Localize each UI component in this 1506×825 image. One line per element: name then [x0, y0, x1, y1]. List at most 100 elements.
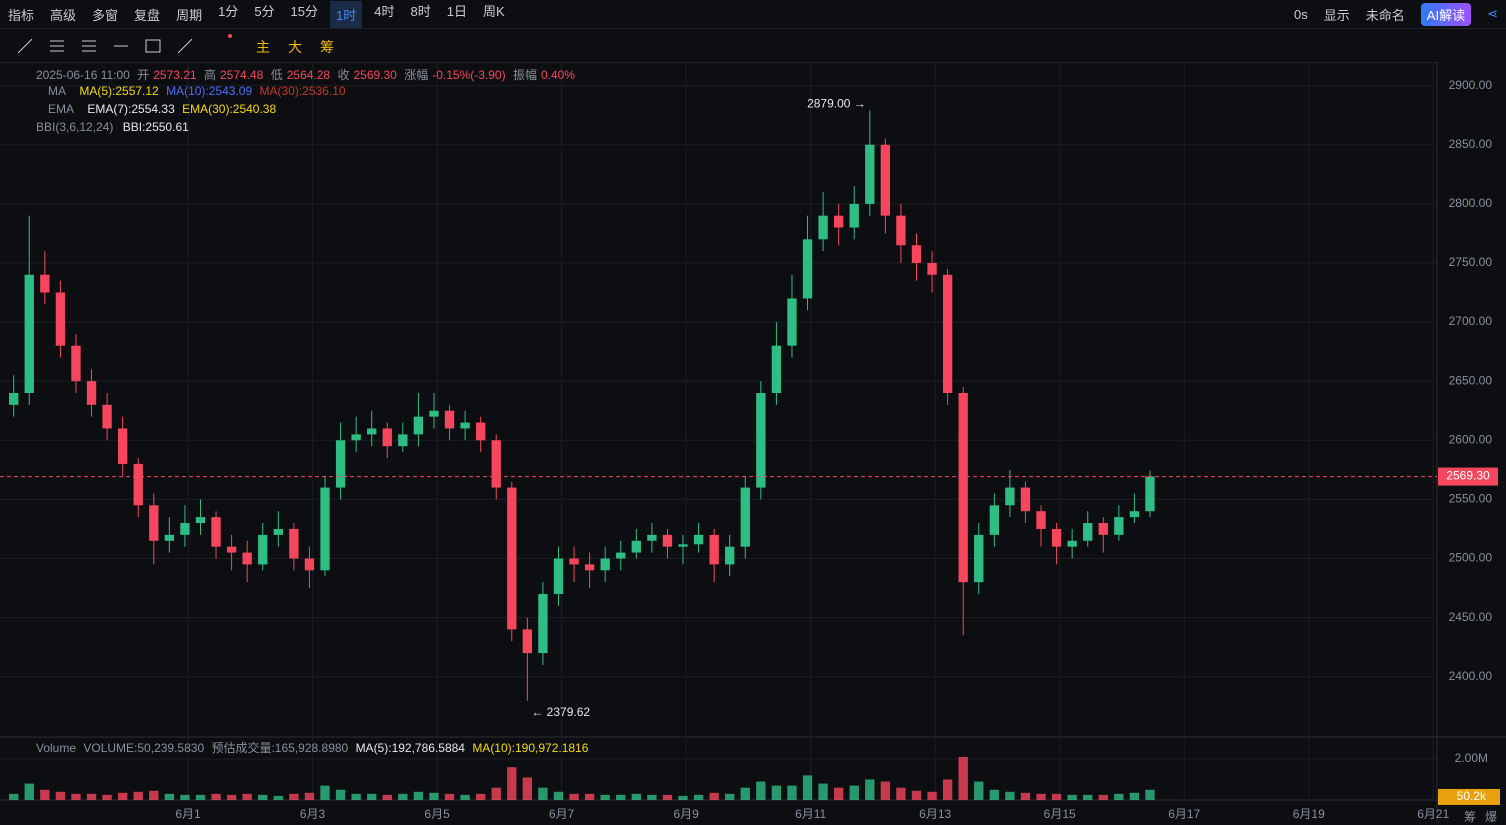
interval[interactable]: 8时	[410, 3, 431, 19]
volume-bar	[974, 781, 984, 800]
volume-bar	[1051, 793, 1062, 800]
tool[interactable]: 指标	[8, 7, 35, 23]
tool[interactable]: 0s	[1294, 6, 1308, 22]
volume-bar	[71, 793, 81, 800]
volume-bar	[927, 791, 937, 800]
candle-body	[164, 534, 175, 541]
volume-bar	[616, 794, 626, 800]
volume-bar	[1114, 793, 1124, 800]
tool[interactable]: 复盘	[134, 7, 161, 23]
y-tick-label: 2750.00	[1449, 255, 1493, 269]
volume-bar	[1067, 794, 1077, 800]
ema-legend: EMA EMA(7):2554.33 EMA(30):2540.38	[48, 102, 280, 116]
volume-bar	[475, 793, 486, 800]
volume-bar	[117, 792, 128, 800]
candle-body	[1036, 511, 1046, 529]
candle-body	[1020, 487, 1031, 512]
volume-bar	[367, 793, 377, 800]
ma-legend: MA MA(5):2557.12 MA(10):2543.09 MA(30):2…	[48, 84, 350, 98]
volume-bar	[880, 781, 891, 800]
candle-body	[1083, 523, 1093, 541]
volume-bar	[833, 787, 844, 800]
interval[interactable]: 1日	[446, 3, 467, 19]
volume-bar	[258, 794, 268, 800]
volume-bar	[242, 793, 252, 800]
candle-body	[475, 422, 486, 441]
candle-body	[709, 534, 719, 565]
candle-body	[71, 345, 81, 382]
icon[interactable]	[145, 39, 161, 53]
x-tick-label: 6月17	[1168, 807, 1200, 821]
candle-body	[398, 434, 408, 447]
label: 低	[270, 68, 283, 82]
interval[interactable]: 1分	[218, 3, 239, 19]
candle-body	[180, 523, 190, 535]
interval[interactable]: 15分	[290, 3, 319, 19]
volume-bar	[86, 793, 97, 800]
tool[interactable]: 筹	[320, 39, 334, 55]
y-tick-label: 2700.00	[1449, 314, 1493, 328]
tool[interactable]: 高级	[50, 7, 77, 23]
volume-bar	[195, 794, 206, 800]
interval[interactable]: 4时	[374, 3, 395, 19]
x-tick-label: 6月19	[1293, 807, 1325, 821]
candle-body	[974, 534, 984, 583]
volume-bar	[756, 781, 766, 800]
value: 2573.21	[153, 68, 197, 82]
tool[interactable]: 大	[288, 39, 302, 55]
volume-bar	[1005, 791, 1015, 800]
tool[interactable]: 周期	[176, 7, 203, 23]
volume-bar	[709, 792, 719, 800]
x-tick-label: 6月5	[424, 807, 450, 821]
volume-bar	[958, 756, 968, 800]
icon[interactable]	[17, 38, 33, 54]
interval[interactable]: 5分	[254, 3, 275, 19]
volume-bar	[584, 793, 595, 800]
interval[interactable]: 周K	[482, 3, 505, 19]
price-axis-bg	[1437, 62, 1506, 823]
x-tick-label: 6月21	[1417, 807, 1449, 821]
ai-button[interactable]: AI解读	[1420, 2, 1472, 26]
candle-body	[631, 540, 641, 553]
volume-bar	[444, 793, 455, 800]
corner[interactable]: 筹	[1464, 810, 1477, 824]
y-tick-label: 2600.00	[1449, 432, 1493, 446]
candle-body	[242, 552, 252, 565]
candle-body	[258, 534, 268, 565]
tool[interactable]: 多窗	[92, 7, 119, 23]
tool[interactable]: 显示	[1323, 7, 1350, 23]
value: EMA(30):2540.38	[182, 102, 277, 116]
y-tick-label: 2500.00	[1449, 551, 1493, 565]
icon[interactable]	[50, 40, 64, 52]
candle-body	[55, 292, 66, 346]
interval[interactable]: 1时	[330, 0, 363, 28]
candle-body	[849, 203, 859, 228]
label: BBI(3,6,12,24)	[36, 120, 114, 134]
candle-body	[1114, 517, 1124, 535]
volume-bar	[164, 793, 175, 800]
volume-bar	[460, 794, 470, 800]
last-price-label: 2569.30	[1446, 469, 1490, 483]
candle-body	[662, 534, 673, 547]
x-tick-label: 6月1	[175, 807, 201, 821]
candle-body	[725, 546, 735, 565]
share[interactable]: ⋖	[1487, 6, 1498, 21]
volume-bar	[942, 779, 953, 800]
bbi-legend: BBI(3,6,12,24) BBI:2550.61	[36, 120, 193, 134]
time: 2025-06-16 11:00	[36, 68, 130, 82]
x-tick-label: 6月13	[919, 807, 951, 821]
candle-body	[117, 428, 128, 464]
candle-body	[1098, 523, 1108, 535]
x-tick-label: 6月9	[673, 807, 699, 821]
icon[interactable]	[82, 40, 96, 52]
max-annotation: 2879.00 →	[807, 97, 866, 111]
volume-bar	[896, 787, 906, 800]
label: 振幅	[512, 68, 537, 82]
volume-bar	[413, 791, 424, 800]
tool[interactable]: 主	[256, 39, 270, 55]
value: 预估成交量:165,928.8980	[211, 741, 349, 755]
volume-bar	[771, 785, 782, 800]
corner[interactable]: 爆	[1485, 810, 1498, 824]
tool[interactable]: 未命名	[1365, 7, 1405, 23]
icon[interactable]	[177, 38, 193, 54]
